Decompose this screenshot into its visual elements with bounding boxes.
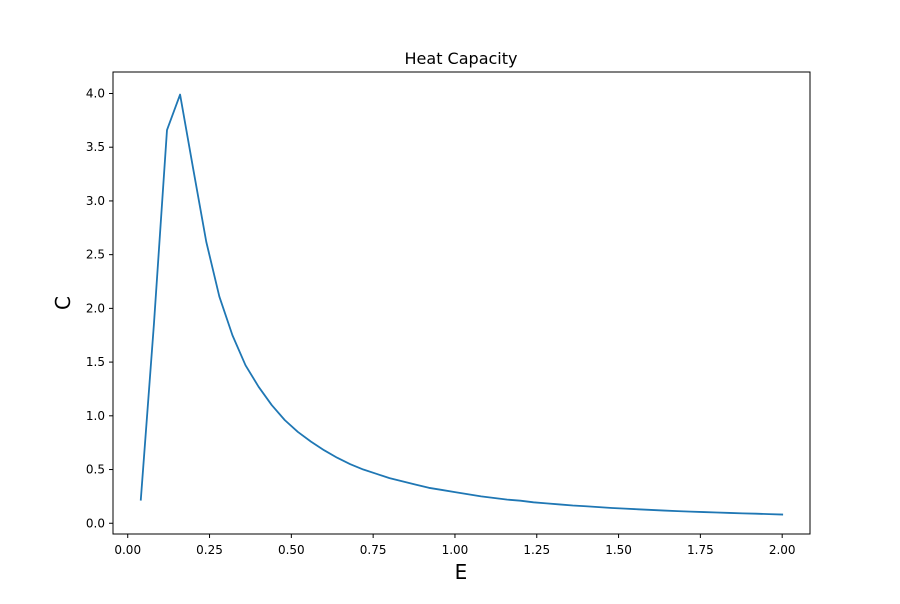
- y-tick-label: 2.0: [86, 301, 105, 315]
- x-axis-label: E: [455, 560, 468, 584]
- x-tick-label: 1.50: [605, 543, 632, 557]
- y-tick-label: 3.0: [86, 194, 105, 208]
- x-tick-label: 2.00: [769, 543, 796, 557]
- x-tick-label: 1.25: [523, 543, 550, 557]
- y-tick-label: 1.5: [86, 355, 105, 369]
- y-axis: 0.0 0.5 1.0 1.5 2.0 2.5 3.0 3.5 4.0: [86, 86, 113, 530]
- x-tick-label: 0.75: [360, 543, 387, 557]
- x-tick-label: 1.00: [442, 543, 469, 557]
- x-tick-label: 0.50: [278, 543, 305, 557]
- y-tick-label: 4.0: [86, 86, 105, 100]
- axes-frame: [112, 71, 811, 535]
- x-tick-label: 0.25: [196, 543, 223, 557]
- plot-area: [112, 71, 811, 535]
- y-tick-label: 1.0: [86, 409, 105, 423]
- chart-title: Heat Capacity: [405, 49, 518, 68]
- y-tick-label: 3.5: [86, 140, 105, 154]
- x-tick-label: 1.75: [687, 543, 714, 557]
- x-axis: 0.00 0.25 0.50 0.75 1.00 1.25 1.50 1.75 2.00: [114, 534, 796, 557]
- x-tick-label: 0.00: [114, 543, 141, 557]
- series-line-0: [139, 93, 784, 516]
- y-axis-label: C: [51, 296, 75, 310]
- y-tick-label: 0.0: [86, 516, 105, 530]
- y-tick-label: 2.5: [86, 248, 105, 262]
- y-tick-label: 0.5: [86, 463, 105, 477]
